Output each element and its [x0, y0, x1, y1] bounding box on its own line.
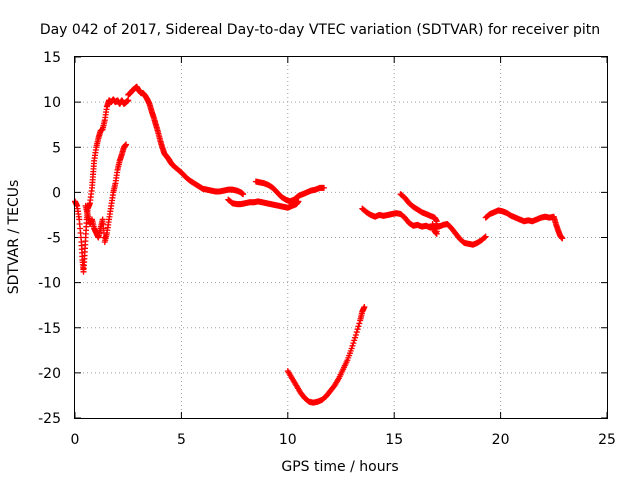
data-point [355, 323, 362, 330]
data-point [356, 320, 363, 327]
data-points [72, 83, 566, 406]
tick-labels: 0 5 10 15 20 25 -25 -20 -15 -10 -5 0 5 10 15 [38, 50, 616, 448]
data-series [225, 196, 302, 211]
data-point [350, 340, 357, 347]
x-tick-label: 0 [71, 432, 80, 448]
y-tick-label: 5 [52, 140, 61, 156]
y-axis-label: SDTVAR / TECUs [6, 180, 22, 295]
y-tick-label: -20 [38, 366, 61, 382]
data-point [295, 198, 302, 205]
data-point [349, 342, 356, 349]
data-point [352, 331, 359, 338]
data-point [351, 337, 358, 344]
y-tick-label: 15 [43, 50, 61, 66]
data-point [559, 235, 566, 242]
y-tick-label: -10 [38, 276, 61, 292]
plot-frame [74, 56, 608, 419]
grid [75, 57, 607, 418]
y-tick-label: -15 [38, 321, 61, 337]
x-tick-label: 5 [177, 432, 186, 448]
data-series [82, 141, 130, 246]
data-point [240, 191, 247, 198]
data-point [481, 234, 488, 241]
data-series [284, 303, 368, 406]
data-series [125, 83, 247, 198]
data-point [353, 329, 360, 336]
x-tick-label: 25 [598, 432, 616, 448]
data-series [482, 207, 566, 242]
y-tick-label: -25 [38, 411, 61, 427]
data-series [397, 191, 440, 237]
y-tick-label: -5 [47, 231, 61, 247]
data-series [252, 178, 327, 205]
x-tick-label: 15 [385, 432, 403, 448]
data-point [429, 220, 436, 227]
data-point [348, 345, 355, 352]
data-point [354, 326, 361, 333]
x-axis-label: GPS time / hours [281, 459, 398, 475]
x-tick-label: 10 [279, 432, 297, 448]
chart-title: Day 042 of 2017, Sidereal Day-to-day VTE… [40, 22, 600, 38]
data-point [361, 303, 368, 310]
data-point [352, 334, 359, 341]
data-point [482, 233, 489, 240]
data-point [320, 184, 327, 191]
data-series [72, 96, 132, 275]
y-tick-label: 0 [52, 185, 61, 201]
x-tick-label: 20 [492, 432, 510, 448]
y-tick-label: 10 [43, 95, 61, 111]
data-point [125, 97, 132, 104]
data-point [123, 141, 130, 148]
